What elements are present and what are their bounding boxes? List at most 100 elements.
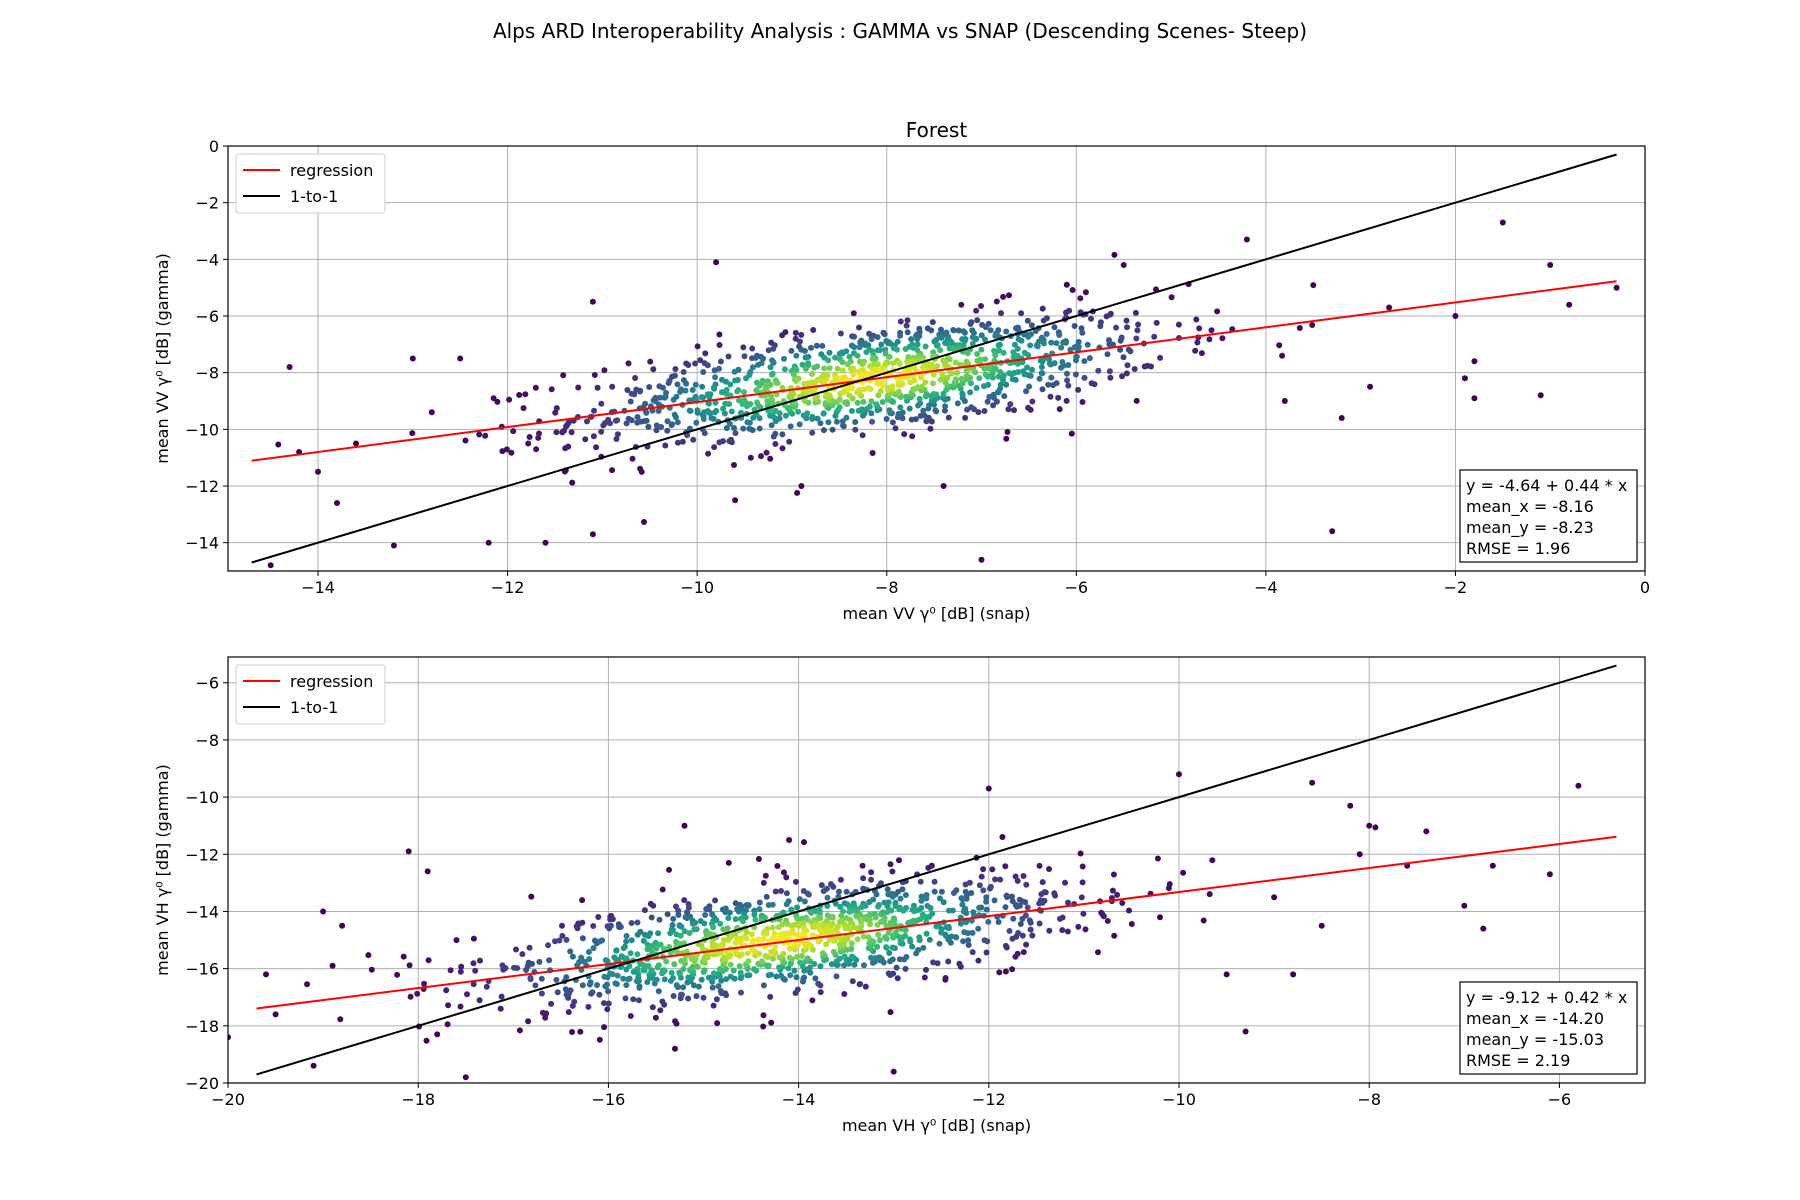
data-point [885, 891, 892, 898]
data-point [1036, 920, 1043, 927]
data-point [728, 436, 734, 443]
y-tick-label: −6 [195, 307, 219, 326]
data-point [773, 391, 780, 398]
data-point [793, 974, 800, 981]
data-point [769, 924, 776, 931]
data-point [692, 360, 699, 367]
data-point [743, 375, 749, 382]
data-point [1026, 917, 1033, 924]
data-point [673, 393, 680, 400]
data-point [629, 455, 636, 462]
data-point [763, 449, 770, 456]
data-point [648, 967, 655, 974]
data-point [774, 380, 781, 387]
data-point [738, 409, 744, 416]
data-point [554, 989, 561, 996]
data-point [984, 398, 991, 405]
data-point [963, 367, 970, 374]
data-point [1111, 251, 1118, 258]
data-point [817, 420, 824, 427]
figure-suptitle: Alps ARD Interoperability Analysis : GAM… [493, 19, 1307, 43]
data-point [889, 956, 896, 963]
data-point [981, 383, 987, 390]
data-point [670, 975, 676, 981]
data-point [982, 356, 989, 363]
data-point [754, 399, 760, 406]
data-point [917, 878, 924, 885]
data-point [736, 963, 743, 970]
data-point [627, 398, 634, 405]
data-point [598, 428, 605, 435]
x-axis-label: mean VV γ⁰ [dB] (snap) [842, 604, 1030, 623]
data-point [868, 410, 875, 417]
data-point [801, 839, 807, 846]
data-point [738, 989, 744, 996]
data-point [884, 909, 891, 915]
data-point [1131, 366, 1138, 372]
data-point [983, 906, 990, 913]
data-point [763, 962, 770, 969]
data-point [868, 398, 875, 405]
data-point [838, 912, 845, 919]
data-point [737, 969, 744, 976]
data-point [820, 427, 827, 434]
data-point [1151, 333, 1158, 340]
data-point [824, 903, 831, 909]
data-point [721, 954, 728, 961]
data-point [732, 497, 739, 504]
legend-entry: 1-to-1 [290, 698, 338, 717]
data-point [1123, 370, 1130, 377]
data-point [1000, 293, 1007, 300]
data-point [783, 901, 790, 908]
data-point [822, 400, 829, 407]
data-point [1180, 869, 1187, 876]
data-point [978, 332, 985, 339]
data-point [650, 366, 657, 373]
data-point [961, 929, 968, 936]
data-point [1063, 281, 1070, 288]
data-point [779, 332, 786, 339]
data-point [705, 400, 712, 407]
data-point [482, 432, 489, 439]
data-point [694, 963, 701, 970]
data-point [1471, 395, 1478, 402]
data-point [1037, 357, 1044, 364]
data-point [983, 898, 990, 905]
data-point [796, 421, 803, 428]
y-tick-label: −10 [185, 788, 219, 807]
data-point [841, 991, 848, 997]
data-point [1366, 822, 1373, 829]
data-point [665, 380, 672, 386]
data-point [916, 395, 923, 402]
data-point [795, 408, 802, 415]
data-point [578, 954, 585, 961]
data-point [954, 369, 961, 376]
data-point [992, 332, 999, 339]
data-point [857, 981, 864, 987]
data-point [850, 371, 857, 378]
data-point [768, 948, 775, 955]
data-point [1175, 321, 1182, 328]
data-point [1109, 887, 1116, 894]
data-point [508, 449, 515, 456]
data-point [942, 403, 949, 410]
data-point [1347, 802, 1354, 809]
data-point [661, 967, 667, 974]
data-point [869, 418, 876, 425]
data-point [1072, 371, 1079, 378]
data-point [828, 961, 835, 968]
data-point [1206, 891, 1213, 898]
data-point [1046, 866, 1052, 872]
data-point [872, 914, 879, 921]
data-point [922, 914, 929, 921]
data-point [746, 425, 753, 432]
data-point [814, 415, 821, 422]
data-point [933, 923, 940, 930]
data-point [659, 998, 666, 1005]
data-point [1013, 325, 1019, 332]
y-tick-label: −8 [195, 364, 219, 383]
data-point [832, 354, 839, 361]
data-point [773, 973, 780, 980]
data-point [727, 381, 734, 388]
data-point [846, 353, 853, 360]
